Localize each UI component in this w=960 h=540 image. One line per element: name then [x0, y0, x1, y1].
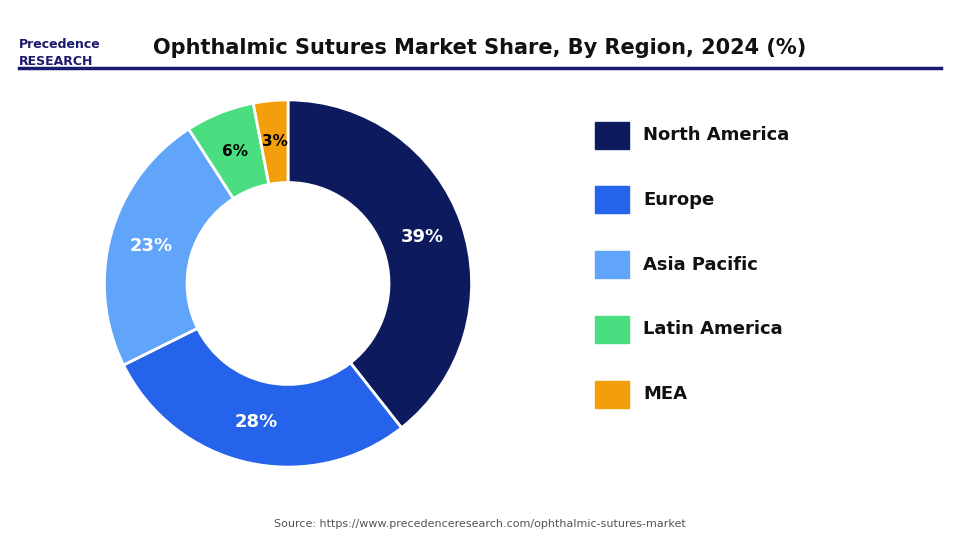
Text: North America: North America: [643, 126, 789, 144]
Text: Europe: Europe: [643, 191, 714, 209]
Wedge shape: [253, 100, 288, 184]
Text: Ophthalmic Sutures Market Share, By Region, 2024 (%): Ophthalmic Sutures Market Share, By Regi…: [154, 38, 806, 58]
Wedge shape: [288, 100, 471, 428]
Text: 23%: 23%: [130, 237, 173, 254]
Text: MEA: MEA: [643, 385, 687, 403]
Wedge shape: [105, 129, 233, 365]
Text: Latin America: Latin America: [643, 320, 782, 339]
Wedge shape: [189, 103, 269, 199]
Text: 28%: 28%: [235, 413, 278, 431]
Text: 39%: 39%: [401, 228, 444, 246]
Text: Source: https://www.precedenceresearch.com/ophthalmic-sutures-market: Source: https://www.precedenceresearch.c…: [275, 519, 685, 529]
Wedge shape: [124, 328, 401, 467]
Text: 6%: 6%: [222, 144, 248, 159]
Text: Precedence
RESEARCH: Precedence RESEARCH: [19, 38, 101, 68]
Text: 3%: 3%: [261, 134, 287, 150]
Text: Asia Pacific: Asia Pacific: [643, 255, 758, 274]
